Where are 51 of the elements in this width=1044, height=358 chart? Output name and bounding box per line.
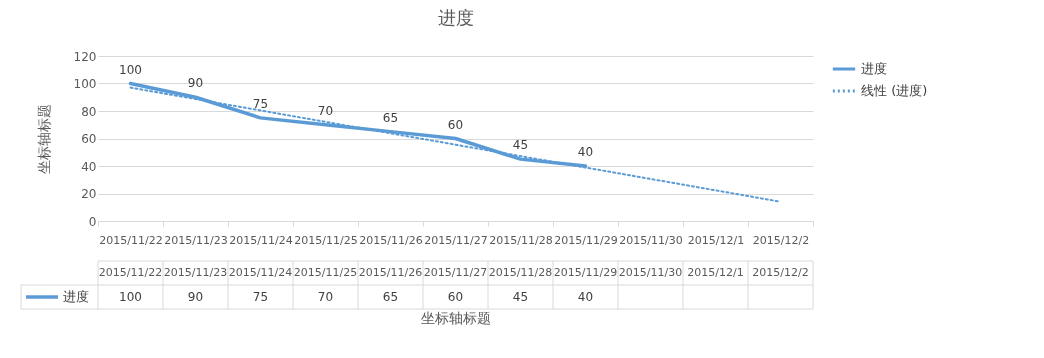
text: 100 [119,62,142,77]
x-tick-label: 2015/11/27 [424,233,488,247]
category-label: 2015/12/1 [687,266,744,279]
y-tick-label: 60 [81,132,97,146]
category-label: 2015/11/30 [618,266,683,279]
x-tick-label: 2015/11/30 [619,233,683,247]
x-axis-title: 坐标轴标题 [421,309,491,326]
data-label: 60 [447,290,464,304]
text: 65 [382,110,399,125]
x-tick-label: 2015/12/1 [687,233,745,247]
legend-label: 进度 [63,289,89,304]
data-label: 100 [119,290,142,304]
y-tick-label: 40 [81,159,97,174]
text: 70 [317,103,334,118]
category-label: 2015/11/26 [358,266,423,279]
y-axis-title: 坐标轴标题 [35,104,52,174]
x-tick-label: 2015/11/25 [294,233,358,247]
category-label: 2015/11/28 [488,266,553,279]
data-label: 45 [512,290,529,304]
x-tick-label: 2015/12/2 [752,233,810,247]
category-label: 2015/11/23 [163,266,228,279]
legend-label: 线性 (进度) [861,83,928,98]
data-label: 90 [187,290,204,304]
x-tick-label: 2015/11/23 [164,233,228,247]
text: 60 [447,117,464,132]
data-label: 75 [252,290,269,304]
text: 75 [252,96,269,111]
text: 90 [187,76,204,91]
text: 进度 [861,61,887,76]
data-label: 70 [317,290,334,304]
x-tick-label: 2015/11/24 [229,233,293,247]
y-tick-label: 20 [81,187,97,201]
category-label: 2015/11/22 [98,266,163,279]
x-tick-label: 2015/11/28 [489,233,553,247]
y-tick-label: 0 [88,214,97,229]
x-tick-label: 2015/11/29 [554,233,618,247]
category-label: 2015/11/24 [228,266,293,279]
category-label: 2015/11/27 [423,266,488,279]
data-label: 65 [382,290,399,304]
chart-title: 进度 [437,7,474,28]
data-label: 40 [577,290,594,304]
x-tick-label: 2015/11/22 [99,233,163,247]
category-label: 2015/11/25 [293,266,358,279]
category-label: 2015/12/2 [752,266,809,279]
y-tick-label: 120 [73,49,97,64]
x-tick-label: 2015/11/26 [359,233,423,247]
y-tick-label: 100 [73,77,97,91]
category-label: 2015/11/29 [553,266,618,279]
text: 40 [577,145,594,159]
y-tick-label: 80 [81,104,97,119]
text: 45 [512,138,529,153]
